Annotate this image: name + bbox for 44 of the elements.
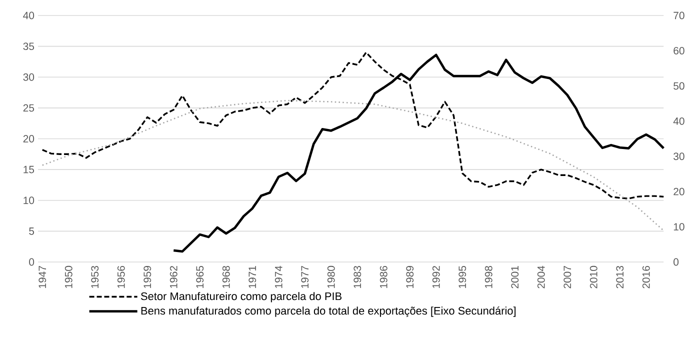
x-tick-label: 2004 [537,266,545,288]
legend-label: Setor Manufatureiro como parcela do PIB [140,292,342,302]
y-tick-label: 5 [29,228,34,235]
x-tick-label: 1956 [117,266,125,288]
x-tick-label: 1962 [170,266,178,288]
x-tick-label: 1953 [91,266,99,288]
y-tick-label: 35 [23,42,34,50]
y-tick-label: 10 [24,196,34,204]
y2-tick-label: 30 [674,152,684,160]
x-tick-label: 2001 [511,266,519,288]
x-tick-label: 1989 [406,266,414,288]
y-tick-label: 20 [23,135,34,142]
y2-tick-label: 20 [674,188,684,196]
y2-tick-label: 60 [674,47,684,54]
x-tick-label: 1959 [144,266,152,288]
y2-tick-label: 70 [674,12,684,20]
y-tick-label: 40 [23,12,34,20]
x-tick-label: 1977 [301,266,309,288]
y2-tick-label: 10 [674,223,684,230]
x-tick-label: 1986 [380,266,388,288]
x-tick-label: 1974 [274,266,282,288]
x-tick-label: 2013 [616,266,624,288]
x-tick-label: 1971 [248,266,256,288]
x-tick-label: 1983 [354,266,362,288]
line-series [42,100,664,232]
y2-tick-label: 50 [674,82,684,90]
x-tick-label: 1995 [458,266,466,288]
y-tick-label: 15 [24,166,34,174]
y2-tick-label: 0 [674,258,679,266]
y-tick-label: 0 [29,258,34,266]
x-tick-label: 1950 [64,266,72,288]
x-tick-label: 1992 [432,266,440,288]
x-tick-label: 2010 [590,266,598,288]
x-tick-label: 1980 [327,266,335,288]
y2-tick-label: 40 [673,117,684,125]
x-tick-label: 1998 [484,266,492,288]
x-tick-label: 1965 [196,266,204,288]
x-tick-label: 2007 [564,266,572,288]
x-tick-label: 1968 [222,266,230,288]
y-tick-label: 30 [23,73,34,81]
y-tick-label: 25 [23,104,34,112]
x-tick-label: 1947 [38,266,46,288]
legend-label: Bens manufaturados como parcela do total de exportações [Eixo Secundário] [141,306,516,317]
x-tick-label: 2016 [642,266,650,288]
